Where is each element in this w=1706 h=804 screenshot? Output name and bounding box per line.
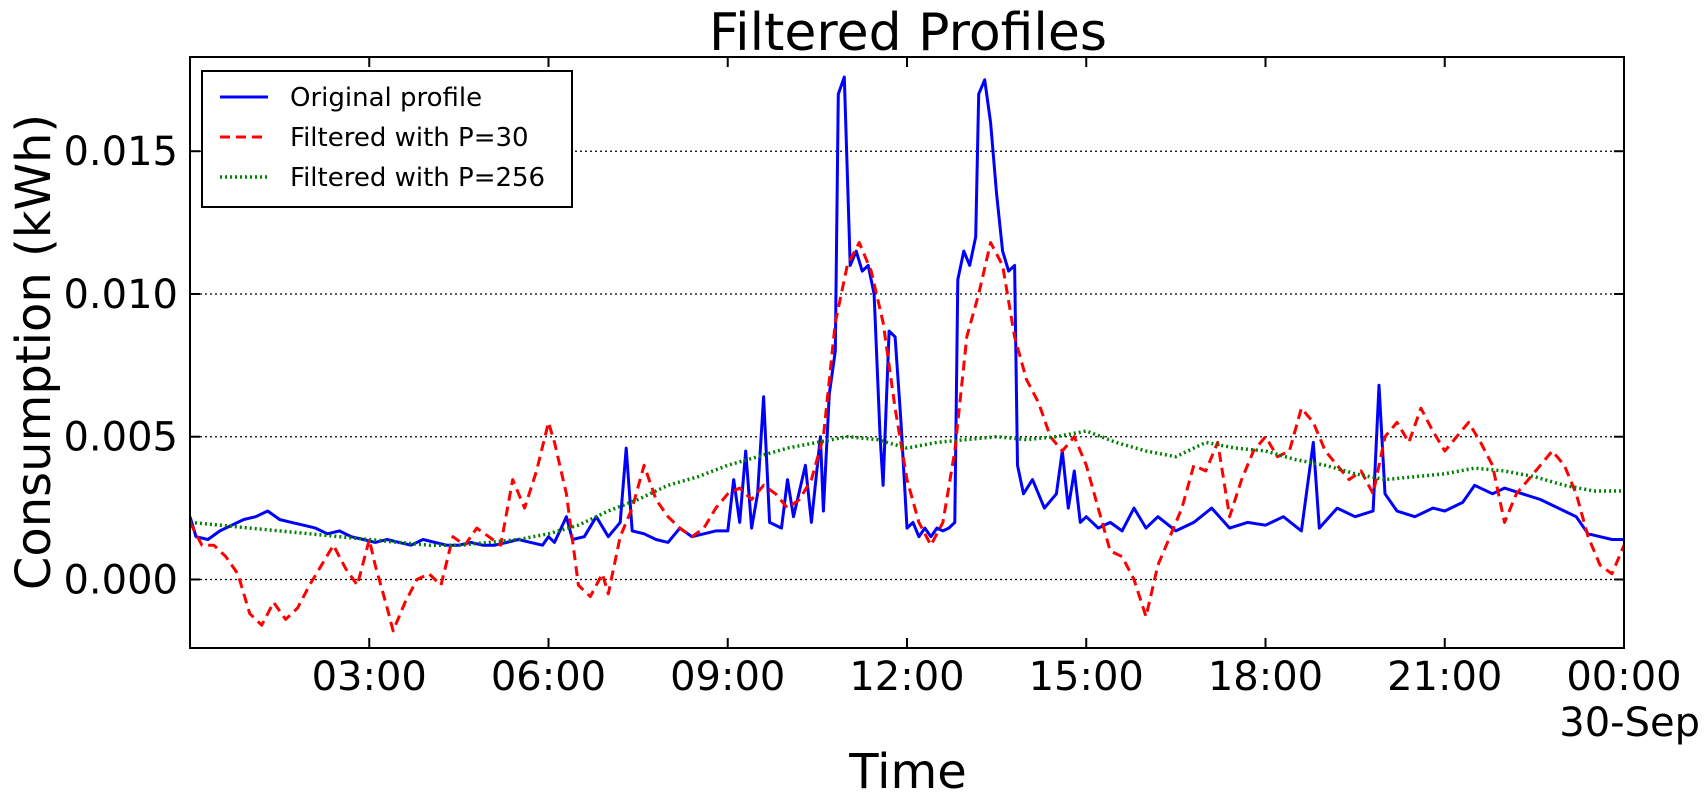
x-tick-label: 12:00 xyxy=(849,654,964,700)
plot-lines xyxy=(190,75,1624,633)
x-tick-label: 06:00 xyxy=(491,654,606,700)
x-tick-sublabel: 30-Sep xyxy=(1559,700,1700,746)
legend-box xyxy=(201,70,573,208)
x-tick-label: 15:00 xyxy=(1029,654,1144,700)
series-line-2 xyxy=(190,241,1624,633)
x-tick-label: 00:00 xyxy=(1566,654,1681,700)
chart-title: Filtered Profiles xyxy=(709,3,1107,63)
legend-label-3: Filtered with P=256 xyxy=(290,163,545,193)
legend-label-1: Original profile xyxy=(290,83,482,113)
legend-label-2: Filtered with P=30 xyxy=(290,123,529,153)
y-tick-label: 0.015 xyxy=(63,129,178,175)
y-axis-ticks: 0.000 0.005 0.010 0.015 xyxy=(63,129,1624,603)
x-axis-label: Time xyxy=(848,744,966,800)
x-axis-ticks: 03:00 06:00 09:00 12:00 15:00 18:00 21:00 00:00… xyxy=(312,57,1700,746)
x-tick-label: 21:00 xyxy=(1387,654,1502,700)
y-tick-label: 0.010 xyxy=(63,272,178,318)
x-tick-label: 18:00 xyxy=(1208,654,1323,700)
y-tick-label: 0.005 xyxy=(63,415,178,461)
series-line-3 xyxy=(190,429,1624,547)
y-axis-label: Consumption (kWh) xyxy=(6,114,62,590)
x-tick-label: 03:00 xyxy=(312,654,427,700)
x-tick-label: 09:00 xyxy=(670,654,785,700)
y-tick-label: 0.000 xyxy=(63,557,178,603)
legend: Original profile Filtered with P=30 Filter… xyxy=(201,70,573,208)
